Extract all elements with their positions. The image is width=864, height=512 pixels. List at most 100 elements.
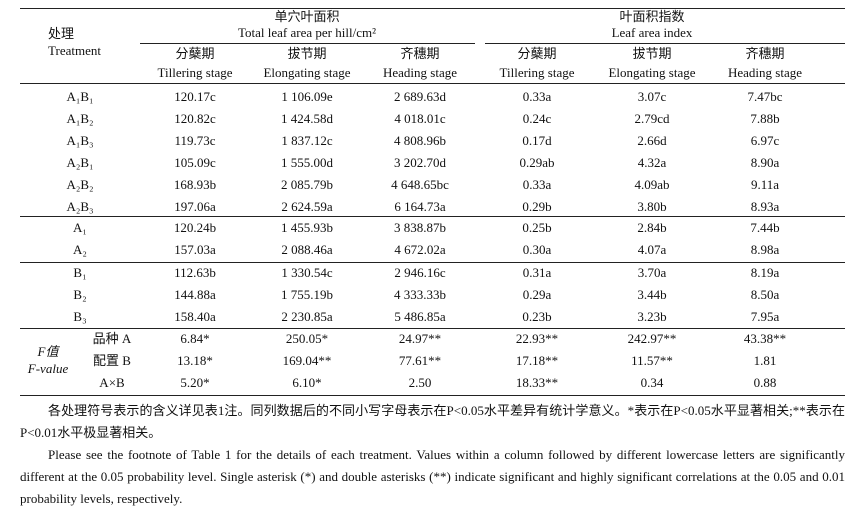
stage-en: Tillering stage — [157, 65, 233, 80]
cell: 5 486.85a — [394, 309, 446, 324]
row-label: 配置 B — [93, 353, 131, 368]
row-label: A₂B₃ — [66, 199, 94, 214]
rule — [20, 328, 845, 329]
cell: 0.31a — [522, 265, 552, 280]
cell: 2 085.79b — [281, 177, 333, 192]
cell: 6 164.73a — [394, 199, 446, 214]
cell: 158.40a — [174, 309, 216, 324]
cell: 0.25b — [522, 220, 552, 235]
header-treatment-zh: 处理 — [48, 26, 75, 41]
note-zh: 各处理符号表示的含义详见表1注。同列数据后的不同小写字母表示在P<0.05水平差… — [20, 403, 845, 440]
row-label: A₂B₂ — [66, 177, 94, 192]
cell: 1 330.54c — [281, 265, 333, 280]
cell: 6.97c — [750, 133, 780, 148]
cell: 7.95a — [750, 309, 780, 324]
row-label: 品种 A — [92, 331, 132, 346]
stage-en: Heading stage — [727, 65, 803, 80]
stage-en: Elongating stage — [608, 65, 696, 80]
cell: 7.88b — [750, 111, 780, 126]
cell: 4.07a — [637, 242, 667, 257]
cell: 11.57** — [631, 353, 673, 368]
cell: 169.04** — [282, 353, 332, 368]
notes: 各处理符号表示的含义详见表1注。同列数据后的不同小写字母表示在P<0.05水平差… — [20, 400, 845, 510]
header-treatment-en: Treatment — [48, 43, 101, 58]
cell: 1 106.09e — [281, 89, 333, 104]
cell: 3 202.70d — [394, 155, 446, 170]
cell: 8.98a — [750, 242, 780, 257]
cell: 1 755.19b — [281, 287, 333, 302]
cell: 0.29ab — [519, 155, 555, 170]
row-label: A₂B₁ — [66, 155, 94, 170]
cell: 105.09c — [174, 155, 216, 170]
f-label-zh: F值 — [37, 344, 59, 359]
row-label: B₂ — [73, 287, 87, 302]
rule — [20, 8, 845, 9]
cell: 0.30a — [522, 242, 552, 257]
stage-zh: 分蘖期 — [175, 46, 215, 61]
cell: 2 230.85a — [281, 309, 333, 324]
cell: 4 672.02a — [394, 242, 446, 257]
cell: 8.93a — [750, 199, 780, 214]
cell: 1 555.00d — [281, 155, 333, 170]
cell: 1 424.58d — [281, 111, 333, 126]
cell: 0.23b — [522, 309, 552, 324]
cell: 4 808.96b — [394, 133, 446, 148]
cell: 144.88a — [174, 287, 216, 302]
cell: 9.11a — [750, 177, 780, 192]
stage-zh: 拔节期 — [632, 46, 672, 61]
group-title-zh: 叶面积指数 — [619, 9, 685, 24]
cell: 2 624.59a — [281, 199, 333, 214]
cell: 2.79cd — [634, 111, 670, 126]
cell: 43.38** — [743, 331, 787, 346]
cell: 4 018.01c — [394, 111, 446, 126]
cell: 5.20* — [180, 375, 210, 390]
cell: 3.07c — [637, 89, 667, 104]
cell: 22.93** — [515, 331, 559, 346]
f-label-en: F-value — [27, 361, 69, 376]
cell: 120.24b — [173, 220, 217, 235]
cell: 168.93b — [173, 177, 217, 192]
cell: 1.81 — [753, 353, 777, 368]
rule — [140, 43, 475, 44]
cell: 0.34 — [640, 375, 664, 390]
row-label: B₁ — [73, 265, 87, 280]
row-label: A×B — [99, 375, 125, 390]
cell: 157.03a — [174, 242, 216, 257]
row-label: A₁B₁ — [66, 89, 94, 104]
stage-zh: 齐穗期 — [400, 46, 440, 61]
row-label: A₁ — [73, 220, 87, 235]
cell: 119.73c — [174, 133, 216, 148]
cell: 17.18** — [515, 353, 559, 368]
cell: 0.29b — [522, 199, 552, 214]
cell: 8.50a — [750, 287, 780, 302]
group-title-en: Leaf area index — [611, 25, 693, 40]
cell: 2.84b — [637, 220, 667, 235]
cell: 0.33a — [522, 177, 552, 192]
cell: 2 088.46a — [281, 242, 333, 257]
rule — [20, 216, 845, 217]
cell: 8.90a — [750, 155, 780, 170]
cell: 3.23b — [637, 309, 667, 324]
row-label: B₃ — [73, 309, 87, 324]
cell: 24.97** — [398, 331, 442, 346]
cell: 3.70a — [637, 265, 667, 280]
cell: 112.63b — [174, 265, 216, 280]
rule — [20, 395, 845, 396]
stage-zh: 齐穗期 — [745, 46, 785, 61]
rule — [20, 83, 845, 84]
cell: 2.50 — [408, 375, 432, 390]
cell: 1 455.93b — [281, 220, 333, 235]
cell: 4.32a — [637, 155, 667, 170]
cell: 4 333.33b — [394, 287, 446, 302]
group-title-en: Total leaf area per hill/cm² — [238, 25, 376, 40]
row-label: A₁B₃ — [66, 133, 94, 148]
cell: 3 838.87b — [394, 220, 446, 235]
rule — [20, 262, 845, 263]
cell: 0.88 — [753, 375, 777, 390]
cell: 197.06a — [174, 199, 216, 214]
group-title-zh: 单穴叶面积 — [274, 9, 340, 24]
cell: 3.80b — [637, 199, 667, 214]
cell: 4 648.65bc — [391, 177, 449, 192]
row-label: A₂ — [73, 242, 87, 257]
